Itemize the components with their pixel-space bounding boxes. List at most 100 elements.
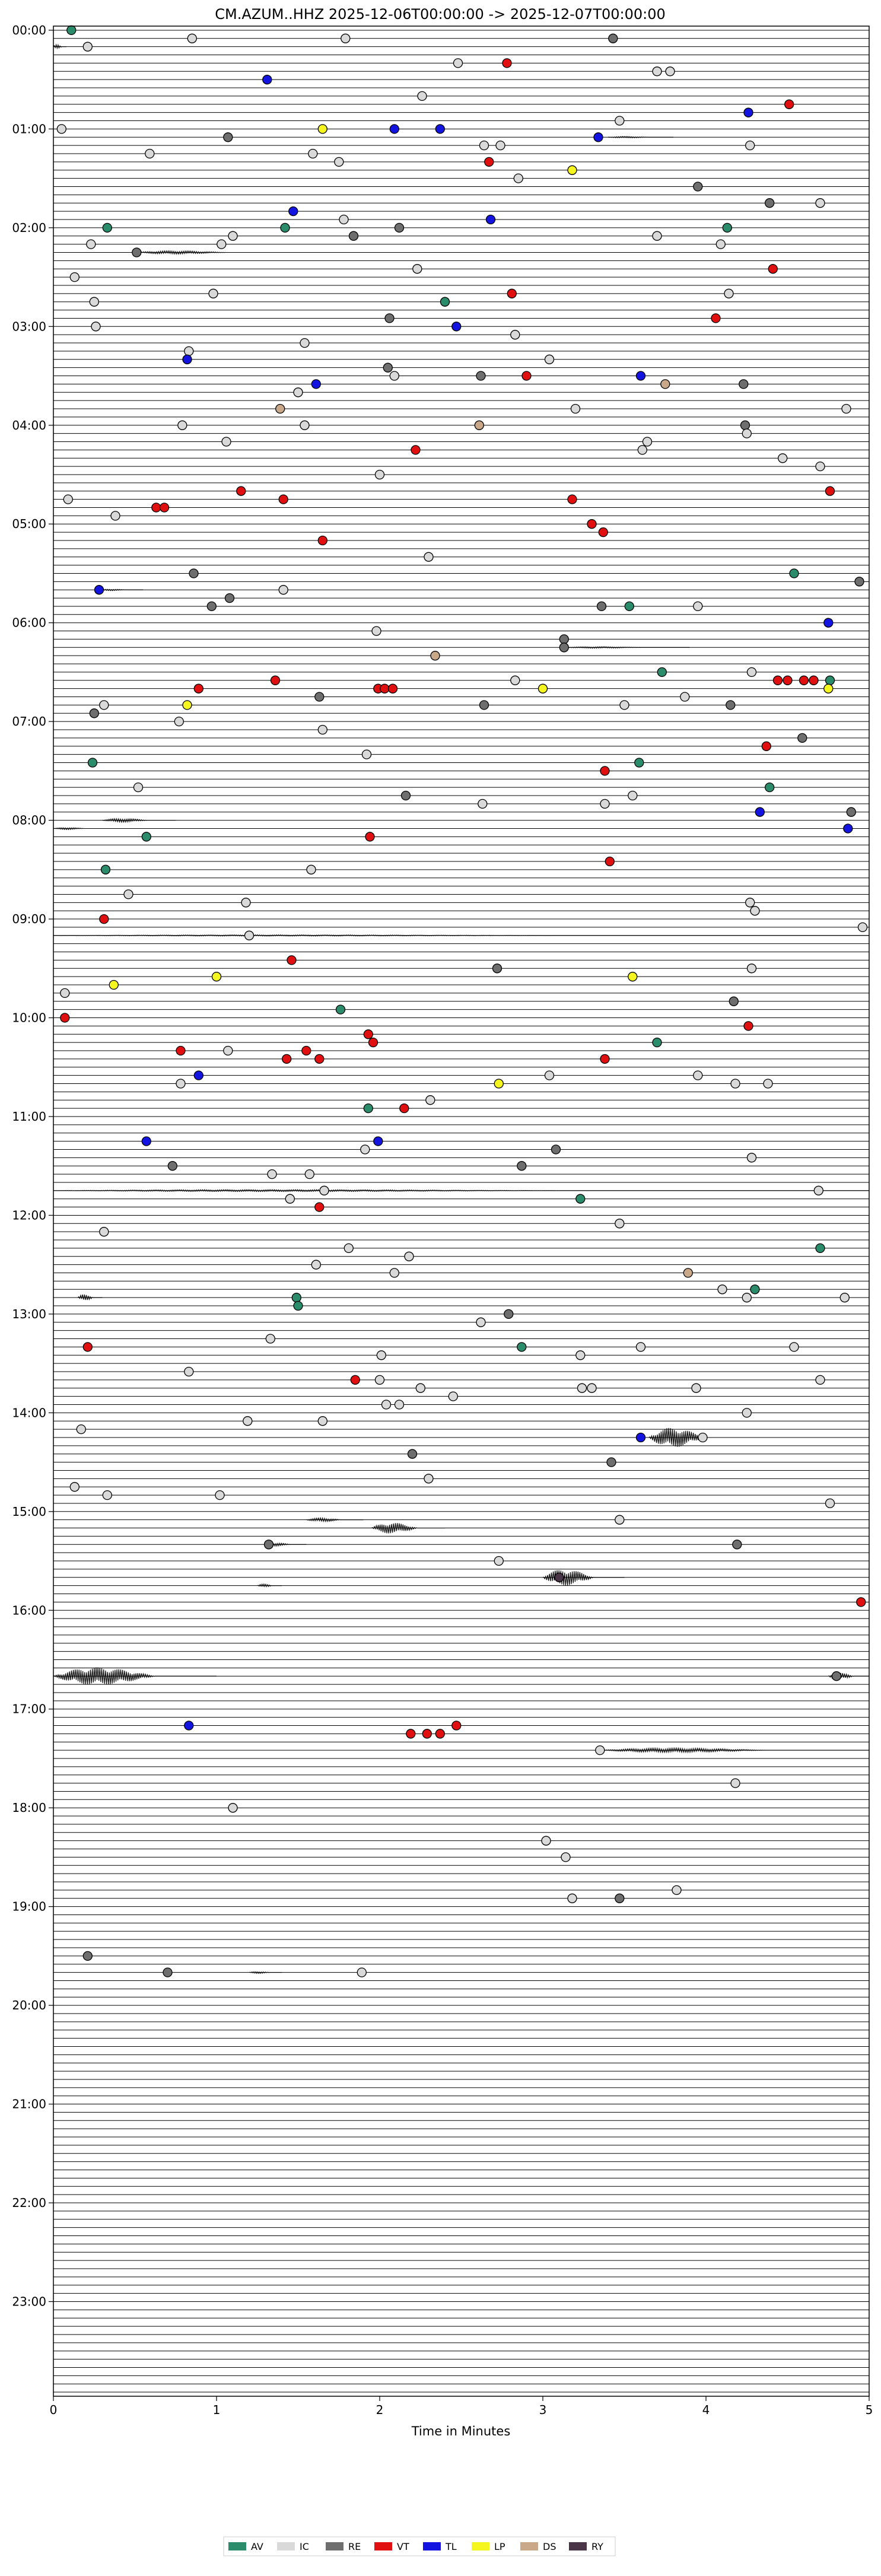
event-marker-ic: [228, 231, 238, 241]
signal-burst: [98, 589, 144, 591]
signal-burst: [306, 1516, 364, 1523]
legend-label: RY: [591, 2541, 603, 2552]
event-marker-ic: [425, 1095, 435, 1105]
event-marker-vt: [743, 1021, 753, 1031]
event-marker-ic: [746, 1153, 757, 1163]
event-marker-ic: [665, 66, 675, 77]
event-marker-ic: [815, 461, 825, 472]
event-marker-ic: [642, 437, 653, 447]
event-marker-ic: [595, 1745, 605, 1756]
event-marker-ic: [110, 511, 120, 521]
event-marker-ic: [344, 1243, 354, 1254]
event-marker-ic: [839, 1293, 850, 1303]
y-tick-label: 16:00: [12, 1603, 46, 1617]
event-marker-ic: [267, 1169, 277, 1179]
event-marker-ic: [746, 963, 757, 974]
event-marker-ds: [430, 651, 440, 661]
event-marker-vt: [783, 675, 793, 685]
event-marker-ic: [76, 1424, 86, 1435]
event-marker-ds: [660, 379, 670, 389]
event-marker-tl: [635, 371, 646, 381]
event-marker-ic: [479, 140, 489, 151]
event-marker-ic: [745, 898, 755, 908]
event-marker-vt: [521, 371, 532, 381]
event-marker-av: [750, 1284, 760, 1295]
event-marker-ic: [244, 930, 255, 940]
event-marker-vt: [317, 535, 327, 546]
legend-label: IC: [300, 2541, 309, 2552]
event-marker-ic: [813, 1185, 823, 1195]
event-marker-ic: [698, 1432, 708, 1443]
event-marker-re: [407, 1449, 418, 1459]
event-marker-ic: [715, 239, 726, 249]
event-marker-vt: [799, 675, 809, 685]
legend-swatch: [277, 2542, 295, 2550]
event-marker-re: [132, 247, 142, 257]
event-marker-av: [100, 864, 111, 874]
event-marker-ic: [91, 322, 101, 332]
y-tick-label: 13:00: [12, 1307, 46, 1321]
y-tick-label: 21:00: [12, 2097, 46, 2111]
event-marker-tl: [193, 1070, 203, 1080]
event-marker-vt: [60, 1013, 70, 1023]
seismogram-traces: [53, 30, 869, 2393]
event-marker-tl: [141, 1136, 151, 1146]
x-tick-label: 3: [539, 2403, 547, 2417]
event-marker-ic: [815, 1375, 825, 1385]
event-marker-ic: [815, 198, 825, 208]
event-marker-re: [559, 643, 569, 653]
event-marker-ic: [82, 42, 93, 52]
event-marker-lp: [109, 979, 119, 990]
event-marker-ic: [742, 1293, 752, 1303]
signal-burst: [600, 1747, 869, 1754]
event-marker-ic: [389, 371, 399, 381]
event-marker-tl: [755, 807, 765, 817]
event-marker-vt: [380, 683, 390, 694]
y-tick-label: 14:00: [12, 1405, 46, 1420]
x-tick-label: 4: [702, 2403, 710, 2417]
event-marker-av: [657, 667, 667, 678]
event-marker-ic: [56, 124, 66, 134]
event-marker-av: [815, 1243, 825, 1254]
event-marker-ic: [570, 403, 581, 414]
signal-burst: [648, 1427, 739, 1447]
event-marker-vt: [605, 856, 615, 867]
event-marker-re: [224, 593, 235, 603]
event-marker-av: [66, 25, 77, 36]
event-marker-av: [789, 568, 799, 578]
chart-title: CM.AZUM..HHZ 2025-12-06T00:00:00 -> 2025…: [215, 6, 666, 23]
event-marker-vt: [502, 58, 512, 68]
signal-burst: [53, 1189, 869, 1192]
signal-burst: [371, 1523, 445, 1534]
event-marker-ic: [412, 264, 422, 274]
event-marker-re: [559, 634, 569, 644]
event-marker-vt: [484, 157, 494, 167]
legend-label: DS: [543, 2541, 556, 2552]
event-marker-vt: [365, 832, 375, 842]
event-marker-ic: [494, 1556, 504, 1566]
event-marker-ic: [63, 494, 73, 504]
event-marker-ic: [360, 1144, 370, 1155]
event-marker-ic: [374, 1375, 385, 1385]
event-marker-av: [335, 1004, 346, 1015]
event-marker-re: [551, 1144, 561, 1155]
signal-burst: [53, 43, 66, 50]
event-marker-ic: [187, 33, 197, 43]
x-tick-label: 5: [866, 2403, 873, 2417]
event-marker-av: [825, 675, 835, 685]
event-marker-av: [280, 222, 290, 233]
event-marker-ic: [176, 1079, 186, 1089]
event-marker-re: [615, 1893, 625, 1903]
event-marker-vt: [282, 1054, 292, 1064]
event-marker-lp: [182, 700, 192, 710]
event-marker-av: [293, 1300, 303, 1311]
event-marker-re: [854, 577, 864, 587]
event-marker-ic: [778, 453, 788, 463]
event-marker-av: [517, 1342, 527, 1352]
event-marker-ic: [300, 338, 310, 348]
event-marker-vt: [236, 486, 246, 496]
event-marker-ic: [544, 354, 555, 364]
legend-label: AV: [251, 2541, 263, 2552]
event-marker-vt: [451, 1720, 462, 1731]
